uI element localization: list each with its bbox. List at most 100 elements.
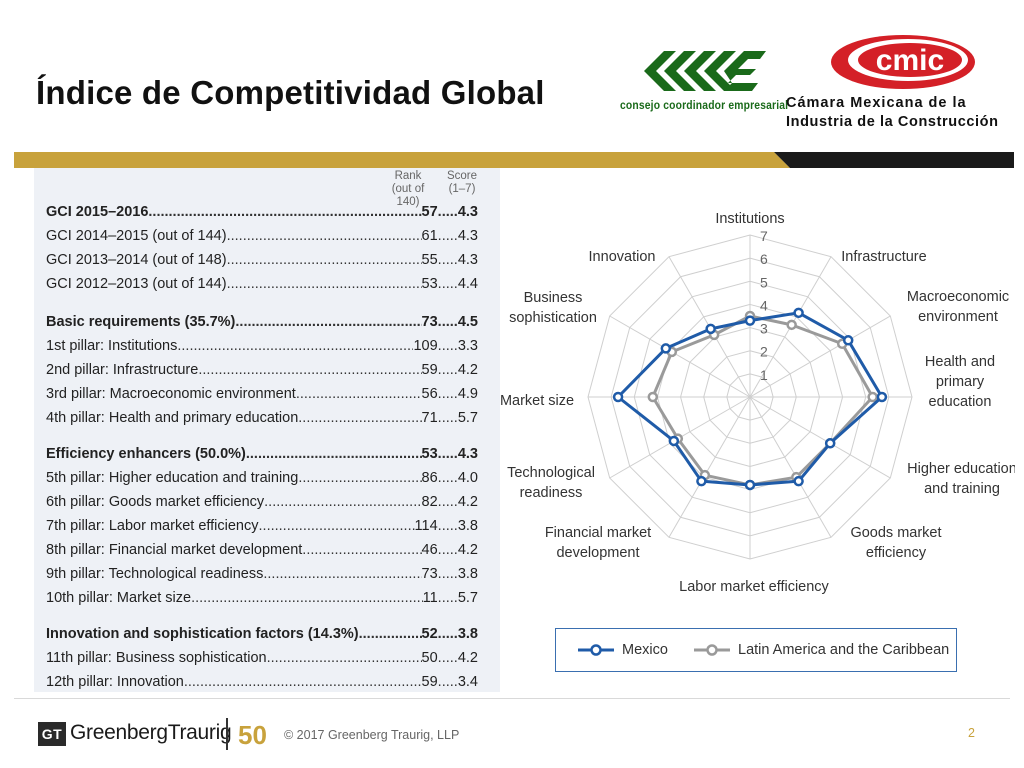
anniversary-number: 50 [238, 720, 267, 750]
data-point-latam [647, 391, 659, 403]
row-rank: 53 [421, 276, 438, 292]
header-score-line1: Score [446, 170, 478, 182]
row-rank: 86 [421, 470, 438, 486]
row-leader-dots: ........................................… [198, 362, 422, 378]
category-label: Macroeconomic [907, 289, 1009, 305]
category-label: primary [936, 374, 985, 390]
header-rank: Rank (out of 140) [380, 170, 436, 209]
page-number: 2 [968, 726, 975, 740]
row-score: 3.4 [457, 674, 478, 690]
row-rank: 71 [421, 410, 438, 426]
category-label: education [929, 394, 992, 410]
row-leader-dots: ..... [437, 362, 458, 378]
row-label: 3rd pillar: Macroeconomic environment [46, 386, 296, 402]
row-rank: 59 [421, 674, 438, 690]
cmic-logo-line1: Cámara Mexicana de la [786, 95, 967, 111]
row-leader-dots: ..... [437, 314, 458, 330]
grid-spoke [668, 396, 751, 538]
row-label: 8th pillar: Financial market development [46, 542, 303, 558]
row-score: 4.2 [457, 362, 478, 378]
row-label: Basic requirements (35.7%) [46, 314, 236, 330]
row-score: 4.3 [457, 204, 478, 220]
category-label: readiness [520, 485, 583, 501]
grid-spoke [749, 396, 891, 479]
row-score: 4.3 [457, 446, 478, 462]
row-rank: 52 [421, 626, 438, 642]
row-leader-dots: ..... [437, 410, 458, 426]
row-label: 5th pillar: Higher education and trainin… [46, 470, 299, 486]
row-leader-dots: ........................................… [266, 650, 422, 666]
grid-spoke [609, 315, 751, 398]
category-label: Financial market [545, 525, 651, 541]
row-leader-dots: ........................................… [226, 252, 422, 268]
grid-spoke [749, 315, 891, 398]
table-row: Basic requirements (35.7%)..............… [46, 314, 478, 334]
category-label: development [556, 545, 639, 561]
row-label: Innovation and sophistication factors (1… [46, 626, 359, 642]
row-score: 3.8 [457, 626, 478, 642]
row-label: GCI 2012–2013 (out of 144) [46, 276, 227, 292]
category-label: Technological [507, 465, 595, 481]
chart-legend: Mexico Latin America and the Caribbean [555, 628, 957, 672]
table-row: GCI 2012–2013 (out of 144)..............… [46, 276, 478, 296]
row-rank: 114 [414, 518, 438, 534]
row-leader-dots: ..... [437, 470, 458, 486]
row-rank: 46 [421, 542, 438, 558]
legend-label-mexico: Mexico [622, 642, 668, 658]
table-row: GCI 2013–2014 (out of 148)..............… [46, 252, 478, 272]
row-leader-dots: ........................................… [177, 338, 413, 354]
data-point-latam [867, 391, 878, 403]
cmic-logo-line2: Industria de la Construcción [786, 114, 999, 130]
table-row: 5th pillar: Higher education and trainin… [46, 470, 478, 490]
category-label: Labor market efficiency [679, 579, 829, 595]
grid-spoke [749, 396, 832, 538]
row-label: 2nd pillar: Infrastructure [46, 362, 199, 378]
header-rank-line1: Rank [394, 170, 422, 182]
row-leader-dots: ........................................… [258, 518, 415, 534]
row-leader-dots: ..... [437, 338, 458, 354]
row-score: 3.3 [457, 338, 478, 354]
row-score: 4.4 [457, 276, 478, 292]
row-score: 5.7 [457, 410, 478, 426]
legend-item-mexico: Mexico [578, 629, 668, 671]
radial-tick-label: 7 [760, 228, 768, 244]
row-score: 4.0 [457, 470, 478, 486]
row-label: Efficiency enhancers (50.0%) [46, 446, 246, 462]
row-leader-dots: ..... [437, 386, 458, 402]
row-score: 4.2 [457, 494, 478, 510]
row-score: 4.5 [457, 314, 478, 330]
legend-marker-latam [694, 644, 730, 656]
row-leader-dots: ..... [437, 494, 458, 510]
category-label: Business [524, 290, 583, 306]
row-leader-dots: ........................................… [298, 410, 422, 426]
row-leader-dots: ........................................… [298, 470, 422, 486]
data-point-mexico [793, 307, 804, 319]
row-leader-dots: ........................................… [264, 494, 422, 510]
row-rank: 11 [422, 590, 438, 606]
table-row: 12th pillar: Innovation.................… [46, 674, 478, 694]
row-leader-dots: ........................................… [191, 590, 423, 606]
data-point-mexico [705, 323, 716, 335]
gt-logo-box: GT [38, 722, 66, 746]
copyright: © 2017 Greenberg Traurig, LLP [284, 728, 460, 742]
row-leader-dots: ..... [437, 566, 458, 582]
category-label: efficiency [866, 545, 927, 561]
table-row: 8th pillar: Financial market development… [46, 542, 478, 562]
radial-tick-label: 5 [760, 274, 768, 290]
row-label: 7th pillar: Labor market efficiency [46, 518, 259, 534]
row-leader-dots: ........................................… [226, 276, 422, 292]
table-row: 10th pillar: Market size................… [46, 590, 478, 610]
category-label: Market size [500, 393, 574, 409]
row-leader-dots: ........................................… [263, 566, 421, 582]
gci-table: Rank (out of 140) Score (1–7) GCI 2015–2… [34, 168, 500, 692]
category-label: Innovation [589, 249, 656, 265]
cce-logo-mark [644, 51, 766, 91]
row-rank: 109 [413, 338, 438, 354]
row-leader-dots: ........................................… [226, 228, 422, 244]
row-rank: 73 [421, 314, 438, 330]
row-score: 4.2 [457, 650, 478, 666]
row-label: 9th pillar: Technological readiness [46, 566, 264, 582]
data-point-latam [786, 319, 797, 331]
row-rank: 59 [421, 362, 438, 378]
